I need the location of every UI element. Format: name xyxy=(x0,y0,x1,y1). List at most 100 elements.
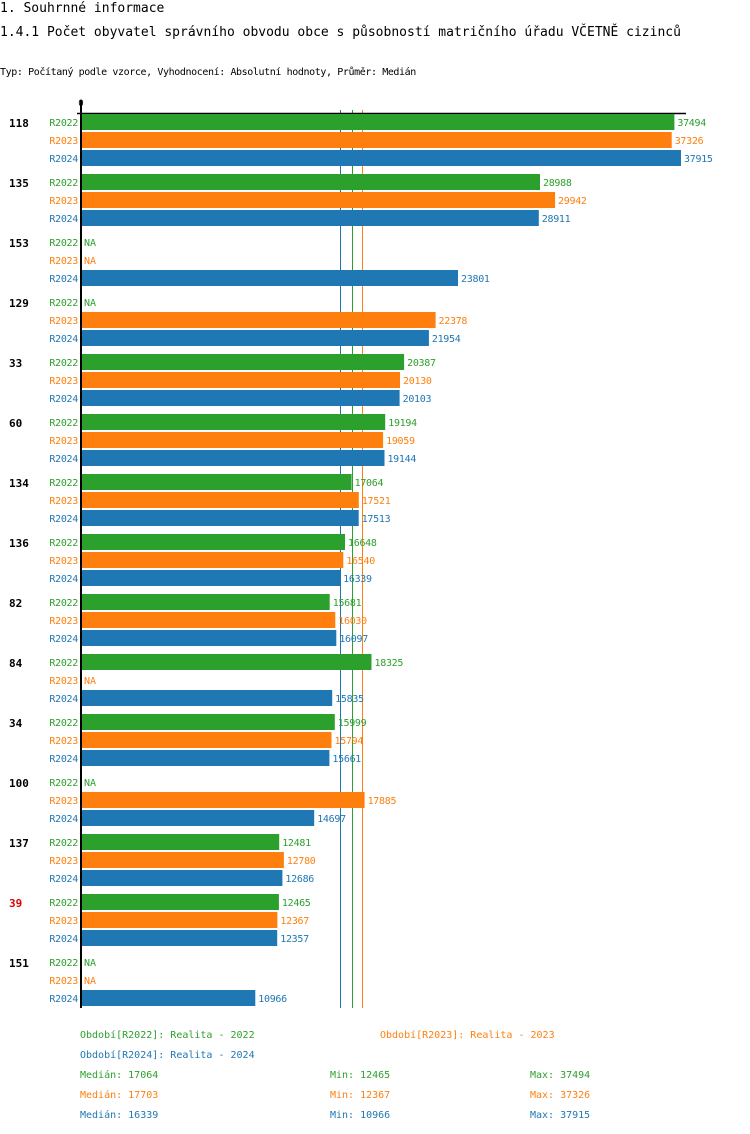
series-label: R2023 xyxy=(49,616,78,627)
data-label: 17064 xyxy=(355,478,384,489)
bar-r2022 xyxy=(82,834,280,850)
data-label: 22378 xyxy=(439,316,468,327)
series-label: R2023 xyxy=(49,916,78,927)
data-label: 19059 xyxy=(386,436,415,447)
data-label: 37915 xyxy=(684,154,713,165)
na-label: NA xyxy=(84,958,96,969)
data-label: 16648 xyxy=(348,538,377,549)
bar-r2023 xyxy=(82,852,284,868)
data-label: 21954 xyxy=(432,334,461,345)
data-label: 14697 xyxy=(317,814,346,825)
bar-r2023 xyxy=(82,372,400,388)
bar-r2023 xyxy=(82,792,365,808)
bar-r2022 xyxy=(82,114,675,130)
series-label: R2022 xyxy=(49,178,78,189)
bar-r2024 xyxy=(82,630,337,646)
series-label: R2024 xyxy=(49,454,78,465)
series-label: R2023 xyxy=(49,136,78,147)
bar-r2023 xyxy=(82,732,332,748)
data-label: 12367 xyxy=(280,916,309,927)
series-label: R2024 xyxy=(49,574,78,585)
chart-title: 1.4.1 Počet obyvatel správního obvodu ob… xyxy=(0,25,681,40)
series-label: R2023 xyxy=(49,976,78,987)
data-label: 10966 xyxy=(258,994,287,1005)
category-label: 135 xyxy=(9,177,29,190)
series-label: R2024 xyxy=(49,394,78,405)
bar-r2024 xyxy=(82,390,400,406)
data-label: 19194 xyxy=(388,418,417,429)
series-label: R2024 xyxy=(49,934,78,945)
bar-r2024 xyxy=(82,210,539,226)
bar-r2024 xyxy=(82,510,359,526)
bar-r2022 xyxy=(82,414,386,430)
data-label: 16097 xyxy=(339,634,368,645)
data-label: 12357 xyxy=(280,934,309,945)
series-label: R2022 xyxy=(49,958,78,969)
data-label: 18325 xyxy=(375,658,404,669)
series-label: R2023 xyxy=(49,556,78,567)
series-label: R2022 xyxy=(49,298,78,309)
series-label: R2023 xyxy=(49,256,78,267)
data-label: 20387 xyxy=(407,358,436,369)
data-label: 15999 xyxy=(338,718,367,729)
series-label: R2024 xyxy=(49,154,78,165)
bar-r2024 xyxy=(82,150,681,166)
series-label: R2024 xyxy=(49,694,78,705)
category-label: 100 xyxy=(9,777,29,790)
data-label: 28988 xyxy=(543,178,572,189)
category-label: 34 xyxy=(9,717,23,730)
bar-r2023 xyxy=(82,132,672,148)
bar-r2024 xyxy=(82,570,341,586)
series-label: R2023 xyxy=(49,736,78,747)
series-label: R2023 xyxy=(49,496,78,507)
series-label: R2024 xyxy=(49,754,78,765)
category-label: 153 xyxy=(9,237,29,250)
series-label: R2024 xyxy=(49,514,78,525)
series-label: R2022 xyxy=(49,598,78,609)
data-label: 15794 xyxy=(335,736,364,747)
bar-chart: 0118R202237494R202337326R202437915135R20… xyxy=(9,99,713,1008)
series-label: R2022 xyxy=(49,838,78,849)
bar-r2022 xyxy=(82,354,405,370)
bar-r2024 xyxy=(82,450,385,466)
na-label: NA xyxy=(84,676,96,687)
legend-r2022: Období[R2022]: Realita - 2022 xyxy=(80,1030,255,1041)
series-label: R2022 xyxy=(49,898,78,909)
bar-r2022 xyxy=(82,474,352,490)
bar-r2024 xyxy=(82,810,315,826)
series-label: R2024 xyxy=(49,634,78,645)
bar-r2024 xyxy=(82,930,278,946)
bar-r2023 xyxy=(82,552,344,568)
data-label: 12780 xyxy=(287,856,316,867)
series-label: R2023 xyxy=(49,796,78,807)
bar-r2022 xyxy=(82,714,335,730)
bar-r2024 xyxy=(82,330,429,346)
stat-min-r2024: Min: 10966 xyxy=(330,1110,391,1121)
bar-r2023 xyxy=(82,492,359,508)
category-label: 129 xyxy=(9,297,29,310)
stat-min-r2022: Min: 12465 xyxy=(330,1070,391,1081)
series-label: R2023 xyxy=(49,196,78,207)
bar-r2022 xyxy=(82,594,330,610)
series-label: R2023 xyxy=(49,376,78,387)
data-label: 19144 xyxy=(387,454,416,465)
na-label: NA xyxy=(84,298,96,309)
bar-r2023 xyxy=(82,192,556,208)
stat-max-r2023: Max: 37326 xyxy=(530,1090,591,1101)
category-label: 33 xyxy=(9,357,22,370)
series-label: R2022 xyxy=(49,658,78,669)
category-label: 151 xyxy=(9,957,29,970)
series-label: R2022 xyxy=(49,118,78,129)
na-label: NA xyxy=(84,256,96,267)
series-label: R2022 xyxy=(49,478,78,489)
data-label: 12481 xyxy=(282,838,311,849)
bar-r2024 xyxy=(82,990,256,1006)
data-label: 15661 xyxy=(332,754,361,765)
chart-subtitle: Typ: Počítaný podle vzorce, Vyhodnocení:… xyxy=(0,67,416,78)
category-label: 136 xyxy=(9,537,29,550)
series-label: R2023 xyxy=(49,436,78,447)
category-label: 137 xyxy=(9,837,29,850)
series-label: R2022 xyxy=(49,238,78,249)
section-title: 1. Souhrnné informace xyxy=(0,1,165,16)
data-label: 29942 xyxy=(558,196,587,207)
